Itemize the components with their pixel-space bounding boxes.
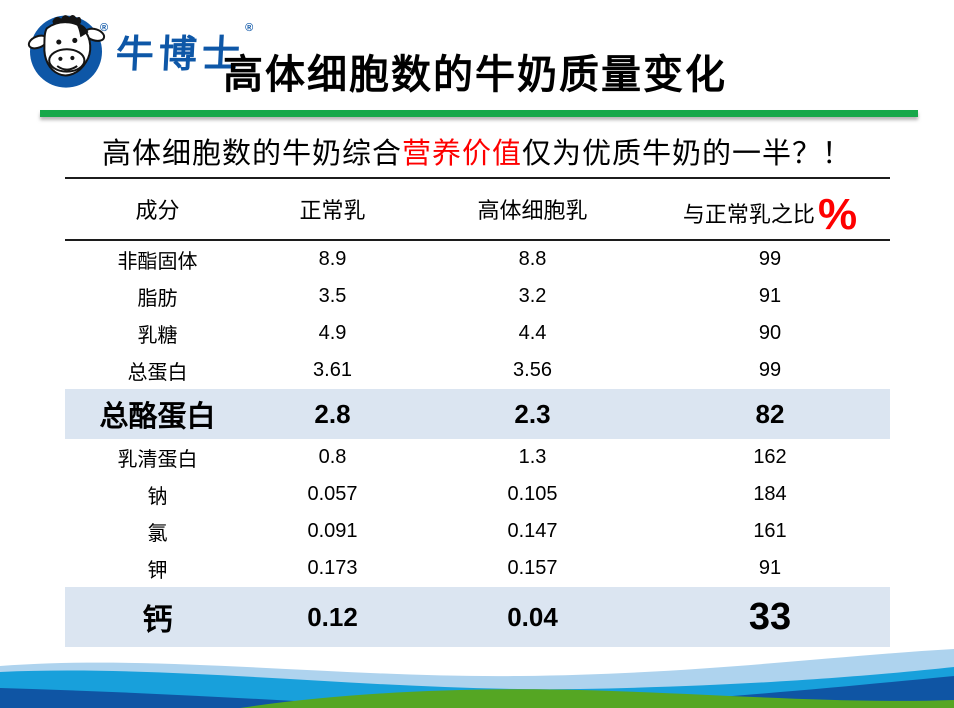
high-scc-milk-cell: 2.3 (514, 398, 551, 429)
normal-milk-cell: 0.8 (318, 446, 347, 468)
high-scc-milk-cell: 8.8 (518, 248, 547, 270)
registered-mark: ® (100, 22, 109, 34)
high-scc-milk-cell: 0.04 (507, 601, 558, 632)
high-scc-milk-cell: 3.2 (518, 285, 547, 307)
brand-logo: ® 牛博士 ® (26, 10, 253, 90)
title-divider (40, 110, 918, 117)
high-scc-milk-cell: 0.105 (507, 483, 558, 505)
col-header-high-scc-milk: 高体细胞乳 (415, 178, 650, 241)
ratio-cell: 33 (748, 595, 792, 638)
ratio-cell: 91 (758, 557, 782, 579)
ratio-cell: 161 (753, 520, 787, 542)
subtitle-suffix: 仅为优质牛奶的一半？！ (522, 136, 853, 170)
ratio-cell: 99 (758, 248, 782, 270)
component-cell: 钙 (142, 604, 173, 637)
component-cell: 总酪蛋白 (99, 401, 216, 433)
normal-milk-cell: 3.61 (313, 359, 352, 381)
wave-dark-blue-right (540, 676, 954, 708)
high-scc-milk-cell: 1.3 (518, 446, 547, 468)
component-cell: 乳清蛋白 (117, 447, 198, 471)
normal-milk-cell: 0.12 (307, 601, 358, 632)
normal-milk-cell: 0.057 (307, 483, 358, 505)
ratio-header-text: 与正常乳之比 (682, 202, 815, 228)
high-scc-milk-cell: 3.56 (513, 359, 552, 381)
table-row: 乳糖 4.9 4.4 90 (65, 315, 890, 352)
table-row: 非酯固体 8.9 8.8 99 (65, 240, 890, 278)
table-row: 钙 0.12 0.04 33 (65, 587, 890, 647)
component-cell: 总蛋白 (127, 360, 188, 384)
subtitle: 高体细胞数的牛奶综合营养价值仅为优质牛奶的一半？！ (50, 130, 904, 172)
component-cell: 脂肪 (137, 286, 178, 310)
normal-milk-cell: 0.091 (307, 520, 358, 542)
normal-milk-cell: 8.9 (318, 248, 347, 270)
footer-wave-decoration (0, 649, 954, 708)
component-cell: 氯 (147, 521, 168, 545)
normal-milk-cell: 3.5 (318, 285, 347, 307)
table-body: 非酯固体 8.9 8.8 99 脂肪 3.5 3.2 91 乳糖 4.9 4.4 90 总蛋白 3.61 3… (65, 240, 890, 647)
table-row: 乳清蛋白 0.8 1.3 162 (65, 439, 890, 476)
col-header-ratio: 与正常乳之比% (650, 178, 890, 241)
component-cell: 非酯固体 (117, 249, 198, 273)
col-header-component: 成分 (65, 178, 250, 241)
high-scc-milk-cell: 0.157 (507, 557, 558, 579)
ratio-cell: 99 (758, 359, 782, 381)
milk-composition-table: 成分 正常乳 高体细胞乳 与正常乳之比% 非酯固体 8.9 8.8 99 脂肪 3.5 3.… (65, 177, 890, 647)
component-cell: 钾 (147, 558, 168, 582)
normal-milk-cell: 2.8 (314, 398, 351, 429)
wave-green (240, 689, 954, 708)
ratio-cell: 91 (758, 285, 782, 307)
table-row: 总蛋白 3.61 3.56 99 (65, 352, 890, 389)
ratio-cell: 82 (755, 398, 785, 429)
subtitle-highlight: 营养价值 (401, 136, 522, 170)
normal-milk-cell: 0.173 (307, 557, 358, 579)
component-cell: 钠 (147, 484, 168, 508)
page-title: 高体细胞数的牛奶质量变化 (223, 53, 727, 97)
table-row: 钠 0.057 0.105 184 (65, 476, 890, 513)
table-row: 氯 0.091 0.147 161 (65, 513, 890, 550)
cow-logo-icon (27, 14, 106, 88)
percent-symbol: % (817, 189, 858, 239)
col-header-normal-milk: 正常乳 (250, 178, 415, 241)
table-row: 脂肪 3.5 3.2 91 (65, 278, 890, 315)
subtitle-prefix: 高体细胞数的牛奶综合 (101, 136, 402, 170)
table-header-row: 成分 正常乳 高体细胞乳 与正常乳之比% (65, 178, 890, 241)
normal-milk-cell: 4.9 (318, 322, 347, 344)
table-row: 总酪蛋白 2.8 2.3 82 (65, 389, 890, 439)
ratio-cell: 90 (758, 322, 782, 344)
registered-mark: ® (245, 22, 254, 34)
ratio-cell: 162 (753, 446, 787, 468)
high-scc-milk-cell: 0.147 (507, 520, 558, 542)
component-cell: 乳糖 (137, 323, 178, 347)
high-scc-milk-cell: 4.4 (518, 322, 547, 344)
ratio-cell: 184 (753, 483, 787, 505)
table-row: 钾 0.173 0.157 91 (65, 550, 890, 587)
